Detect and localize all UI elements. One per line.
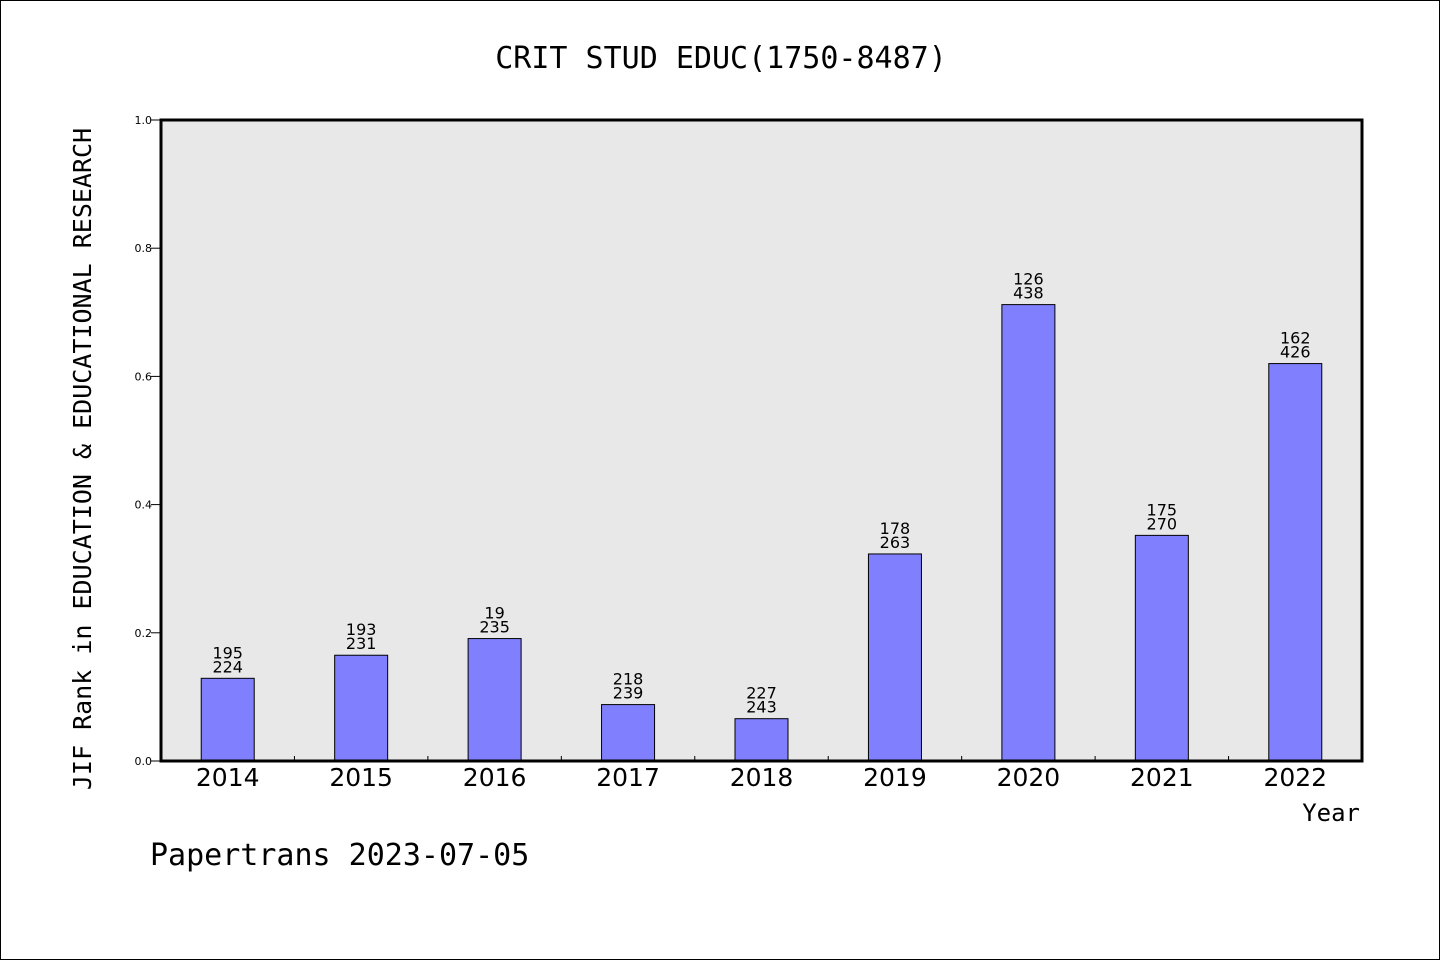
bars-group [200, 304, 1323, 762]
y-tick-label: 0.2 [135, 627, 153, 640]
y-tick-label: 0.6 [135, 370, 153, 383]
data-label-top: 162 [1280, 329, 1311, 348]
data-label-top: 178 [880, 519, 911, 538]
footer-stamp: Papertrans 2023-07-05 [150, 838, 529, 873]
data-label-top: 227 [746, 684, 777, 703]
y-tick-label: 1.0 [135, 114, 153, 127]
chart-title: CRIT STUD EDUC(1750-8487) [495, 41, 947, 76]
bar-2018 [734, 718, 789, 762]
data-label-bottom: 426 [1280, 343, 1311, 362]
x-tick-label: 2020 [997, 763, 1061, 792]
bar-2019 [867, 553, 922, 762]
bar-2017 [601, 704, 656, 762]
data-label-top: 218 [613, 670, 644, 689]
data-label-bottom: 243 [746, 698, 777, 717]
x-tick-label: 2021 [1130, 763, 1194, 792]
x-tick-label: 2018 [730, 763, 794, 792]
x-tick-label: 2015 [329, 763, 393, 792]
data-label-bottom: 224 [212, 657, 243, 676]
plot-border [159, 118, 1364, 763]
bar-2020 [1001, 304, 1056, 762]
data-label-top: 126 [1013, 270, 1044, 289]
y-axis-label: JIF Rank in EDUCATION & EDUCATIONAL RESE… [68, 128, 97, 790]
y-tick-label: 0.8 [135, 242, 153, 255]
data-label-bottom: 239 [613, 684, 644, 703]
bar-2014 [200, 677, 255, 762]
x-tick-label: 2022 [1263, 763, 1327, 792]
x-axis-ticks: 2014 2015 2016 2017 2018 2019 2020 2021 2022 [196, 756, 1327, 792]
data-label-bottom: 438 [1013, 284, 1044, 303]
bar-2016 [467, 638, 522, 762]
x-tick-label: 2014 [196, 763, 260, 792]
data-label-bottom: 263 [880, 533, 911, 552]
data-label-bottom: 270 [1147, 514, 1178, 533]
data-label-top: 19 [484, 604, 504, 623]
data-label-top: 175 [1147, 500, 1178, 519]
y-axis-ticks: 0.0 0.2 0.4 0.6 0.8 1.0 [135, 114, 161, 768]
y-tick-label: 0.4 [135, 499, 153, 512]
x-axis-label: Year [1302, 799, 1360, 827]
y-tick-label: 0.0 [135, 755, 153, 768]
x-tick-label: 2016 [463, 763, 527, 792]
data-label-top: 195 [212, 643, 243, 662]
bar-2021 [1134, 534, 1189, 762]
bar-2022 [1268, 363, 1323, 762]
x-tick-label: 2019 [863, 763, 927, 792]
data-label-bottom: 235 [479, 618, 510, 637]
x-tick-label: 2017 [596, 763, 660, 792]
data-label-top: 193 [346, 620, 377, 639]
data-label-bottom: 231 [346, 634, 377, 653]
bar-2015 [334, 654, 389, 762]
